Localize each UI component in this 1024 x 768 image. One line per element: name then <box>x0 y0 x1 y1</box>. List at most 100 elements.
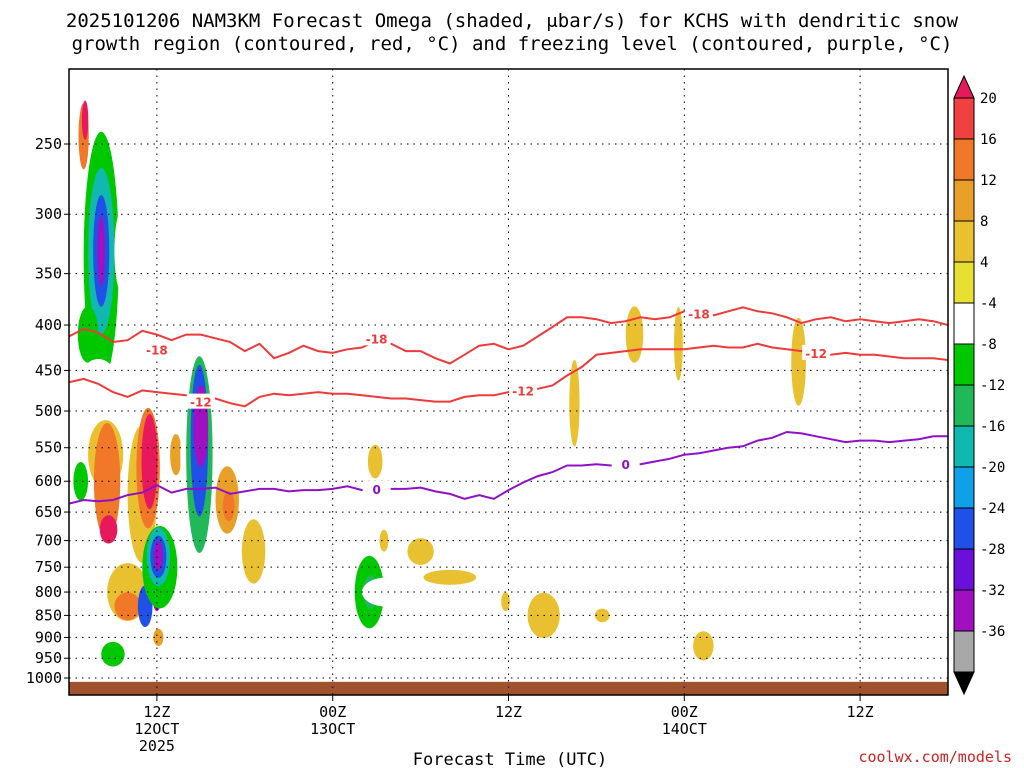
omega-blob-50 <box>501 592 510 611</box>
y-tick-label-400: 400 <box>35 316 62 334</box>
omega-blob-14 <box>114 592 141 621</box>
y-tick-label-800: 800 <box>35 583 62 601</box>
contour-label-0-2: -18 <box>688 307 710 321</box>
omega-blob-57 <box>726 642 731 649</box>
y-tick-label-600: 600 <box>35 472 62 490</box>
contour-label-bg-0-1 <box>362 330 391 346</box>
omega-blob-45 <box>367 444 383 479</box>
omega-blob-56 <box>693 631 714 661</box>
grid-lines <box>69 69 948 695</box>
y-tick-label-450: 450 <box>35 361 62 379</box>
omega-blob-21 <box>101 641 125 667</box>
y-tick-label-750: 750 <box>35 558 62 576</box>
omega-blob-7 <box>77 306 99 363</box>
y-tick-label-850: 850 <box>35 606 62 624</box>
colorbar-tick-12: -32 <box>980 583 1005 599</box>
contour-line-1 <box>69 342 948 408</box>
contour-label-2-1: 0 <box>622 458 630 472</box>
colorbar-tick-1: 16 <box>980 132 997 148</box>
contour-label-bg-0-2 <box>684 305 713 321</box>
omega-blob-17 <box>141 413 158 510</box>
omega-blob-33 <box>209 335 222 389</box>
omega-blob-35 <box>222 491 235 522</box>
contour-label-bg-2-1 <box>611 456 640 472</box>
credit-text: coolwx.com/models <box>858 748 1012 766</box>
omega-blob-44 <box>347 326 360 397</box>
contour-label-bg-2-0 <box>362 480 391 496</box>
x-tick-label-36-0: 12Z <box>495 703 522 721</box>
y-tick-label-250: 250 <box>35 135 62 153</box>
colorbar-tick-13: -36 <box>980 624 1005 640</box>
contour-label-bg-1-1 <box>509 382 538 398</box>
colorbar-bottom-arrow <box>953 671 975 696</box>
omega-blob-43 <box>362 577 409 607</box>
omega-blob-49 <box>423 569 477 585</box>
contour-label-1-2: -12 <box>805 347 827 361</box>
omega-blob-1 <box>81 100 89 140</box>
x-axis-label: Forecast Time (UTC) <box>413 750 607 768</box>
y-axis-ticks: 250 300 350 400 450 500 550 600 650 700 750 800 850 9… <box>26 135 69 687</box>
colorbar-segment-6 <box>953 302 975 345</box>
omega-blob-6 <box>114 209 130 292</box>
x-tick-label-60-0: 12Z <box>847 703 874 721</box>
omega-shading <box>73 100 806 667</box>
omega-blob-58 <box>791 317 806 406</box>
x-tick-label-48-1: 14OCT <box>662 720 707 738</box>
omega-blob-54 <box>625 306 644 363</box>
colorbar-segment-4 <box>953 220 975 263</box>
x-tick-label-24-1: 13OCT <box>310 720 355 738</box>
chart-title-line1: 2025101206 NAM3KM Forecast Omega (shaded… <box>66 10 959 32</box>
colorbar-segment-11 <box>953 507 975 550</box>
contour-line-0 <box>69 306 948 365</box>
colorbar-segment-3 <box>953 179 975 222</box>
contour-label-bg-1-2 <box>802 344 831 360</box>
contour-lines: -18 -18 -18 -12 -12 -12 0 0 <box>69 305 948 505</box>
colorbar-tick-10: -24 <box>980 501 1005 517</box>
colorbar-tick-9: -20 <box>980 460 1005 476</box>
x-tick-label-24-0: 00Z <box>319 703 346 721</box>
ground-fill <box>69 681 948 695</box>
omega-blob-27 <box>170 433 182 476</box>
colorbar-segment-12 <box>953 548 975 591</box>
omega-blob-8 <box>74 359 122 432</box>
colorbar-tick-0: 20 <box>980 91 997 107</box>
contour-label-1-0: -12 <box>190 396 212 410</box>
colorbar-segment-2 <box>953 138 975 181</box>
ground-surface <box>69 681 948 695</box>
colorbar-tick-8: -16 <box>980 419 1005 435</box>
y-tick-label-950: 950 <box>35 649 62 667</box>
colorbar-segment-10 <box>953 466 975 509</box>
colorbar-segment-14 <box>953 630 975 673</box>
colorbar-segment-5 <box>953 261 975 304</box>
y-tick-label-550: 550 <box>35 439 62 457</box>
y-tick-label-700: 700 <box>35 532 62 550</box>
omega-blob-55 <box>674 307 683 381</box>
x-tick-label-12-1: 12OCT <box>134 720 179 738</box>
x-tick-label-48-0: 00Z <box>671 703 698 721</box>
omega-blob-9 <box>73 461 89 501</box>
colorbar: 20 16 12 8 4 -4 -8 -12 -16 -20 -24 -28 -32 -36 <box>953 74 1005 696</box>
omega-blob-26 <box>153 628 164 646</box>
colorbar-tick-2: 12 <box>980 173 997 189</box>
omega-blob-47 <box>407 538 434 565</box>
y-tick-label-500: 500 <box>35 402 62 420</box>
contour-label-0-0: -18 <box>146 343 168 357</box>
omega-blob-11 <box>93 423 121 540</box>
y-tick-label-650: 650 <box>35 503 62 521</box>
colorbar-tick-4: 4 <box>980 255 988 271</box>
colorbar-tick-7: -12 <box>980 378 1005 394</box>
colorbar-segment-8 <box>953 384 975 427</box>
colorbar-tick-3: 8 <box>980 214 988 230</box>
colorbar-top-arrow <box>953 74 975 99</box>
omega-blob-28 <box>167 195 185 307</box>
plot-area: -18 -18 -18 -12 -12 -12 0 0 <box>68 68 949 696</box>
colorbar-tick-5: -4 <box>980 296 997 312</box>
colorbar-segment-13 <box>953 589 975 632</box>
omega-blob-52 <box>569 359 580 447</box>
contour-label-bg-1-0 <box>186 393 215 409</box>
contour-line-2 <box>69 430 948 505</box>
y-tick-label-900: 900 <box>35 628 62 646</box>
omega-blob-46 <box>379 529 389 552</box>
contour-label-bg-0-0 <box>142 341 171 357</box>
